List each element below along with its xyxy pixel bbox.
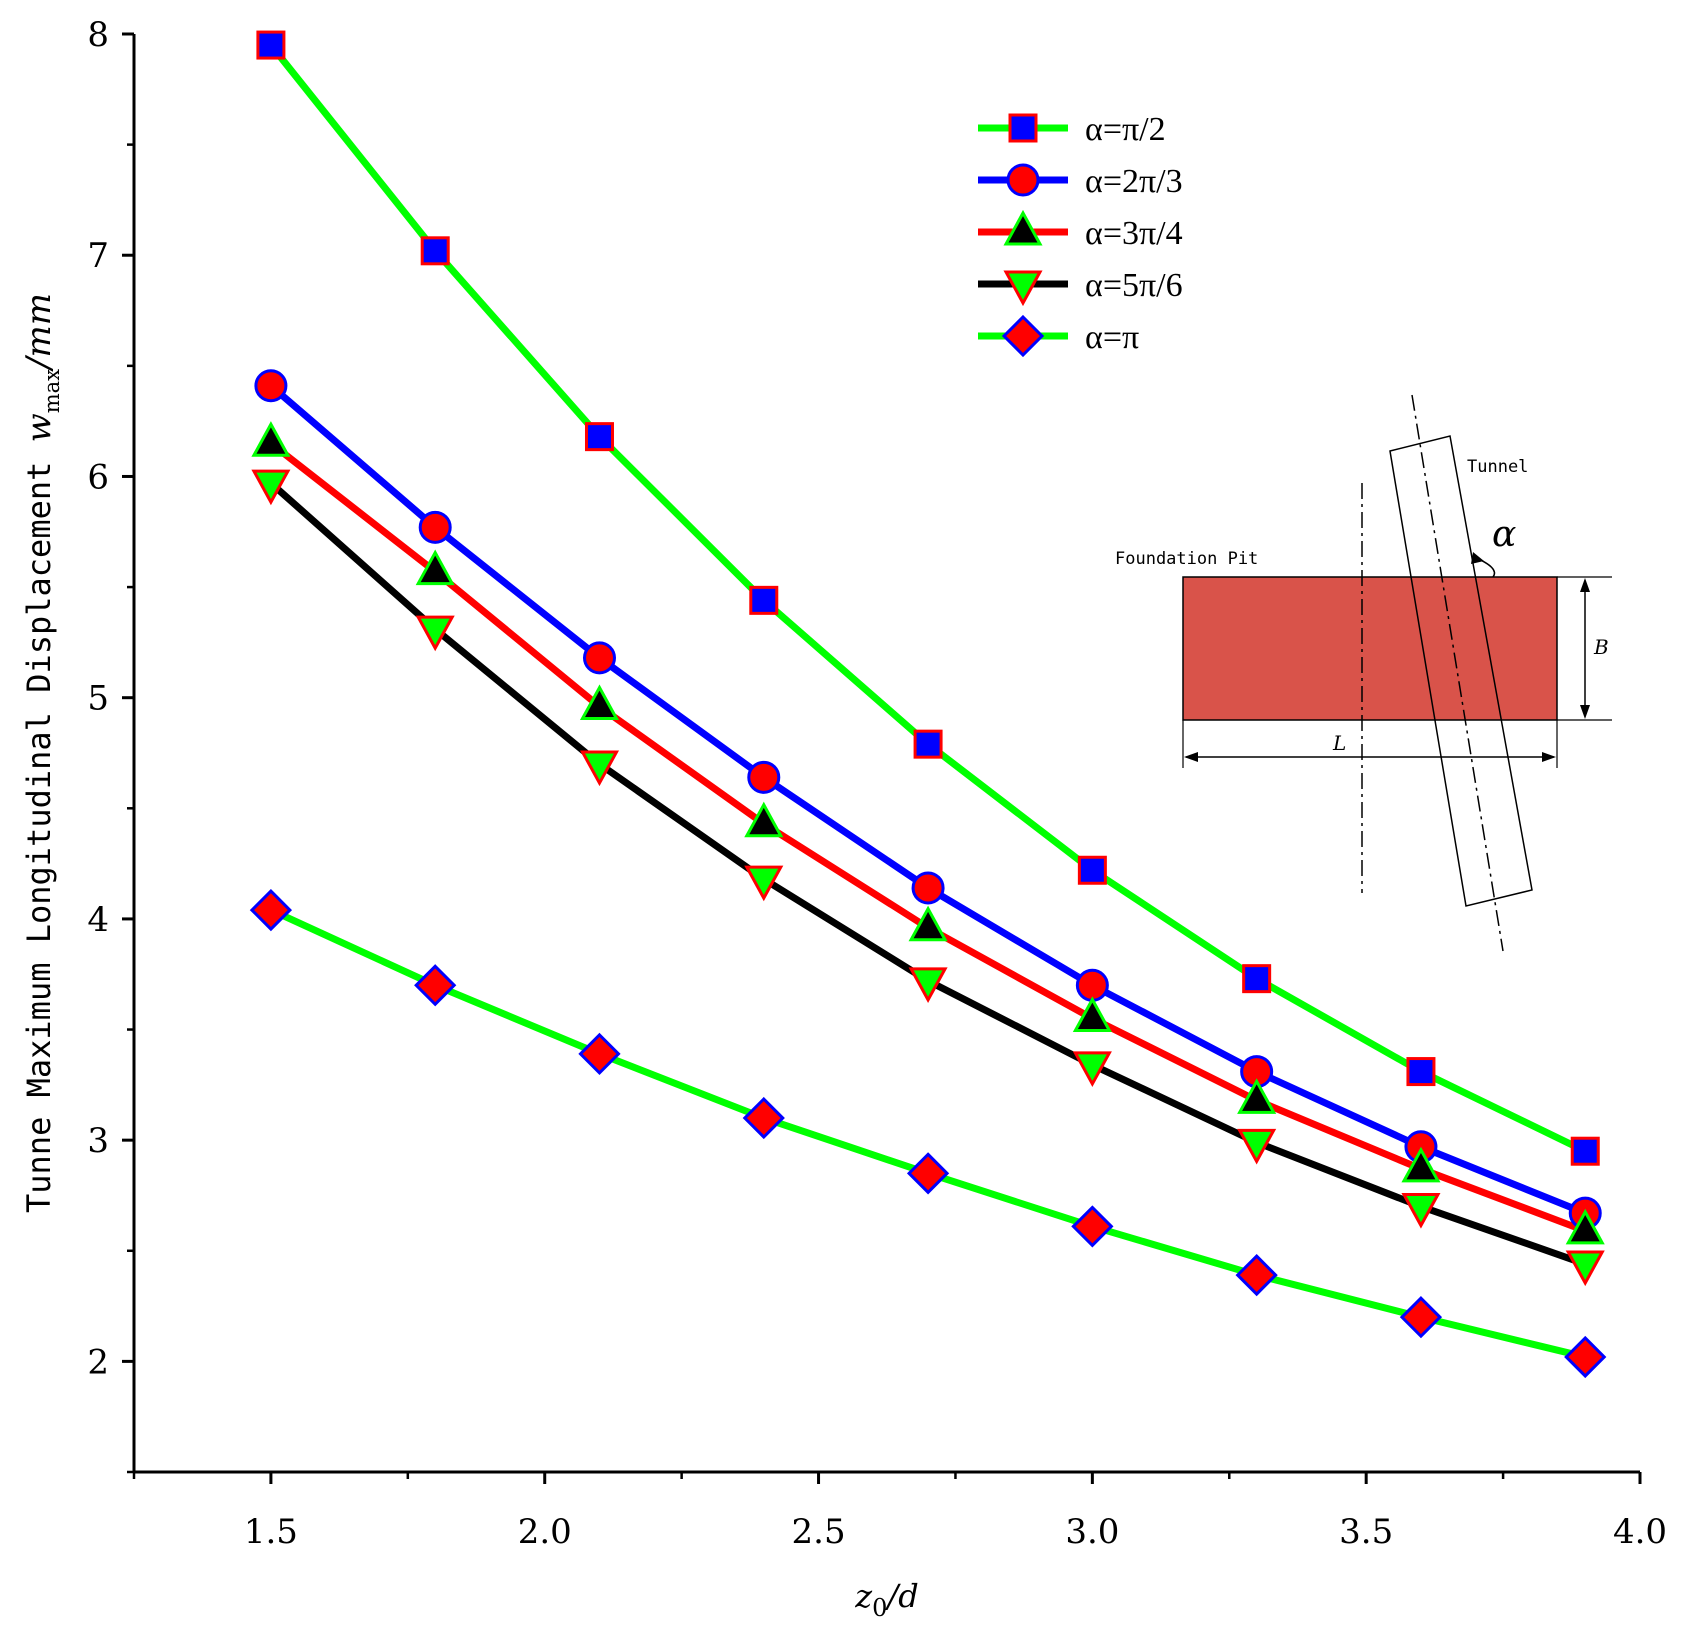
data-point-square <box>256 30 286 60</box>
data-point-triangle-down <box>579 750 620 787</box>
y-tick-label: 6 <box>87 457 109 497</box>
data-point-triangle-up <box>415 549 455 586</box>
data-point-triangle-down <box>1401 1193 1441 1229</box>
data-point-triangle-down <box>415 615 455 652</box>
foundation-pit-rect <box>1182 576 1558 721</box>
data-point-triangle-up <box>1401 1146 1441 1183</box>
data-point-circle <box>1075 968 1109 1002</box>
b-label: B <box>1593 635 1609 659</box>
ticks: 1.5 2.0 2.5 3.0 3.5 4.0 2 3 4 5 6 7 8 <box>87 15 1667 1552</box>
alpha-arrowhead <box>1471 552 1484 564</box>
data-point-diamond <box>578 1032 621 1075</box>
tunnel-centerline <box>1411 394 1504 952</box>
data-point-triangle-up <box>1237 1078 1277 1114</box>
axes <box>132 34 1640 1474</box>
series-line-2-3 <box>268 383 1587 1217</box>
markers <box>249 30 1607 1379</box>
x-tick-label: 1.5 <box>244 1512 298 1552</box>
data-point-circle <box>254 369 288 403</box>
y-tick-label: 7 <box>87 236 109 276</box>
y-tick-label: 2 <box>87 1342 109 1382</box>
data-point-triangle-down <box>1072 1051 1112 1088</box>
data-point-diamond <box>906 1152 950 1195</box>
alpha-label: α <box>1492 514 1516 555</box>
l-arrow-right <box>1542 752 1556 762</box>
legend-marker-square <box>1008 113 1038 143</box>
legend-label: α=π <box>1085 319 1139 356</box>
data-point-triangle-up <box>1072 996 1112 1032</box>
tunnel-outline <box>1389 435 1533 907</box>
data-point-circle <box>418 510 452 544</box>
data-point-triangle-up <box>1565 1208 1605 1245</box>
data-point-triangle-up <box>251 421 291 457</box>
legend-marker-diamond <box>1001 314 1045 358</box>
legend: α=π/2 α=2π/3 α=3π/4 α=5π/6 α=π <box>978 111 1183 358</box>
x-axis-title: z0/d <box>854 1577 918 1622</box>
x-tick-label: 3.0 <box>1065 1512 1119 1552</box>
y-axis-title: Tunne Maximum Longitudinal Displacement … <box>19 293 64 1213</box>
data-point-square <box>913 729 943 759</box>
legend-label: α=5π/6 <box>1085 267 1183 304</box>
data-point-circle <box>911 871 945 905</box>
data-point-diamond <box>1235 1253 1278 1297</box>
x-tick-label: 4.0 <box>1613 1512 1667 1552</box>
foundation-pit-label: Foundation Pit <box>1115 549 1258 569</box>
l-label: L <box>1332 731 1346 755</box>
data-point-diamond <box>414 964 457 1007</box>
legend-label: α=3π/4 <box>1085 215 1183 252</box>
data-point-square <box>420 236 450 266</box>
b-arrow-top <box>1580 578 1590 592</box>
x-tick-label: 3.5 <box>1339 1512 1393 1552</box>
legend-marker-triangle-down <box>1003 270 1043 307</box>
data-point-triangle-down <box>1565 1250 1605 1287</box>
data-point-diamond <box>249 888 293 932</box>
data-point-triangle-up <box>579 684 620 721</box>
data-point-square <box>749 585 779 615</box>
l-arrow-left <box>1184 752 1198 762</box>
y-tick-label: 3 <box>87 1121 109 1161</box>
legend-marker-triangle-up <box>1003 209 1043 246</box>
data-point-square <box>1242 964 1272 994</box>
data-point-diamond <box>1564 1335 1607 1379</box>
y-tick-label: 4 <box>87 900 109 940</box>
data-point-triangle-up <box>908 905 948 942</box>
data-point-diamond <box>1399 1296 1443 1339</box>
data-point-triangle-down <box>1237 1128 1277 1165</box>
data-point-circle <box>747 760 781 794</box>
data-point-square <box>584 422 614 452</box>
x-tick-label: 2.5 <box>792 1512 846 1552</box>
data-point-square <box>1077 855 1107 885</box>
legend-label: α=π/2 <box>1085 111 1166 148</box>
data-point-triangle-down <box>908 967 948 1003</box>
y-tick-label: 5 <box>87 679 109 719</box>
data-point-triangle-down <box>744 865 784 902</box>
inset-diagram: α Tunnel Foundation Pit B L <box>1115 394 1612 952</box>
data-point-circle <box>582 641 616 675</box>
series-line-3-4 <box>268 440 1587 1235</box>
data-point-square <box>1570 1136 1600 1166</box>
legend-label: α=2π/3 <box>1085 163 1183 200</box>
tunnel-label: Tunnel <box>1467 457 1528 477</box>
data-point-triangle-down <box>251 469 291 506</box>
y-tick-label: 8 <box>87 15 109 55</box>
data-point-diamond <box>742 1096 785 1140</box>
legend-marker-circle <box>1006 163 1040 197</box>
x-tick-label: 2.0 <box>518 1512 572 1552</box>
data-point-diamond <box>1071 1205 1114 1248</box>
data-point-square <box>1406 1057 1436 1087</box>
data-point-triangle-up <box>744 801 784 838</box>
b-arrow-bottom <box>1580 705 1590 719</box>
